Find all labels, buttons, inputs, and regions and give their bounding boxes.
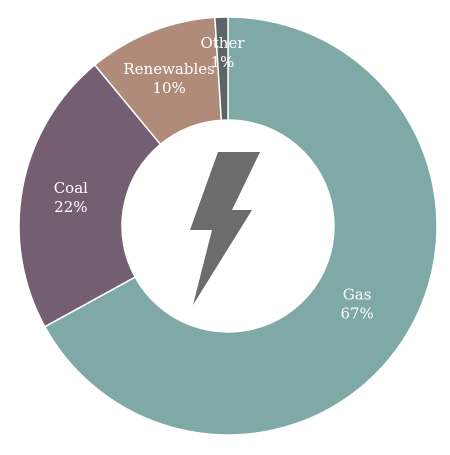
slice-value-coal: 22% [54, 198, 87, 216]
slice-label-gas: Gas [343, 285, 372, 303]
lightning-bolt-icon [190, 152, 260, 305]
slice-value-gas: 67% [340, 304, 373, 322]
slice-label-coal: Coal [54, 179, 88, 197]
slice-coal [18, 63, 162, 328]
donut-slices [18, 16, 438, 436]
slice-gas [43, 16, 438, 436]
slice-other [214, 16, 229, 122]
slice-label-other: Other [200, 34, 245, 52]
slice-value-renewables: 10% [152, 79, 185, 97]
slice-label-renewables: Renewables [123, 60, 214, 78]
slice-value-other: 1% [211, 53, 235, 71]
